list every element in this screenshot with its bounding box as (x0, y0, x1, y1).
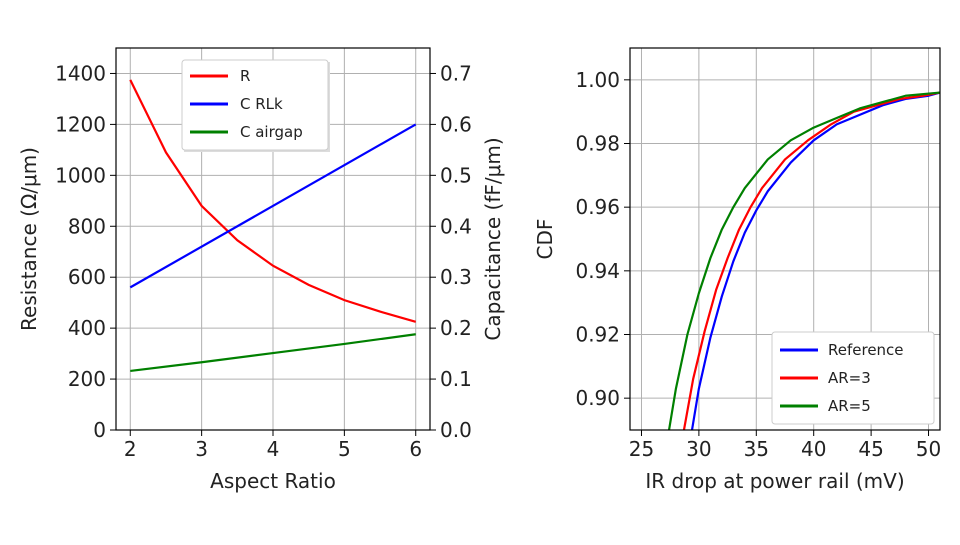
y-axis-label: CDF (533, 219, 557, 260)
x-tick-label: 5 (338, 437, 351, 461)
x-tick-label: 6 (409, 437, 422, 461)
y-tick-label: 0 (93, 418, 106, 442)
y2-tick-label: 0.2 (440, 316, 472, 340)
x-tick-label: 35 (744, 437, 769, 461)
y2-axis-label: Capacitance (fF/μm) (481, 137, 505, 340)
left-chart-resistance-capacitance: 2 3 4 5 6 0 200 400 600 800 1000 1200 1400 0.0 0.1 0.2 0… (17, 48, 505, 493)
x-tick-label: 50 (916, 437, 941, 461)
y-tick-label: 200 (68, 367, 106, 391)
x-tick-label: 2 (124, 437, 137, 461)
legend-label: R (240, 67, 250, 85)
y2-tick-label: 0.3 (440, 265, 472, 289)
y-tick-label: 0.98 (575, 132, 620, 156)
y-tick-label: 400 (68, 316, 106, 340)
y-tick-label: 1.00 (575, 68, 620, 92)
y-tick-label: 1400 (55, 61, 106, 85)
x-axis-label: Aspect Ratio (210, 469, 336, 493)
legend-label: C RLk (240, 95, 283, 113)
y-tick-label: 0.90 (575, 386, 620, 410)
y2-tick-label: 0.1 (440, 367, 472, 391)
y-tick-label: 0.96 (575, 195, 620, 219)
y-tick-label: 600 (68, 265, 106, 289)
right-chart-cdf: 25 30 35 40 45 50 0.90 0.92 0.94 0.96 0.98 1.00 IR d… (533, 48, 941, 493)
y2-tick-label: 0.0 (440, 418, 472, 442)
legend-label: AR=5 (828, 397, 871, 415)
y-tick-label: 0.92 (575, 323, 620, 347)
legend-label: C airgap (240, 123, 303, 141)
x-tick-label: 4 (267, 437, 280, 461)
y2-tick-label: 0.4 (440, 214, 472, 238)
legend-label: AR=3 (828, 369, 871, 387)
x-tick-label: 30 (686, 437, 711, 461)
x-tick-label: 45 (858, 437, 883, 461)
legend-label: Reference (828, 341, 904, 359)
x-tick-label: 25 (629, 437, 654, 461)
y-axis-label: Resistance (Ω/μm) (17, 147, 41, 331)
y2-tick-label: 0.5 (440, 163, 472, 187)
x-tick-label: 40 (801, 437, 826, 461)
y-tick-label: 0.94 (575, 259, 620, 283)
y2-tick-label: 0.6 (440, 112, 472, 136)
y2-tick-label: 0.7 (440, 61, 472, 85)
y-tick-label: 1000 (55, 163, 106, 187)
x-axis-label: IR drop at power rail (mV) (645, 469, 904, 493)
x-tick-label: 3 (195, 437, 208, 461)
y-tick-label: 800 (68, 214, 106, 238)
y-tick-label: 1200 (55, 112, 106, 136)
